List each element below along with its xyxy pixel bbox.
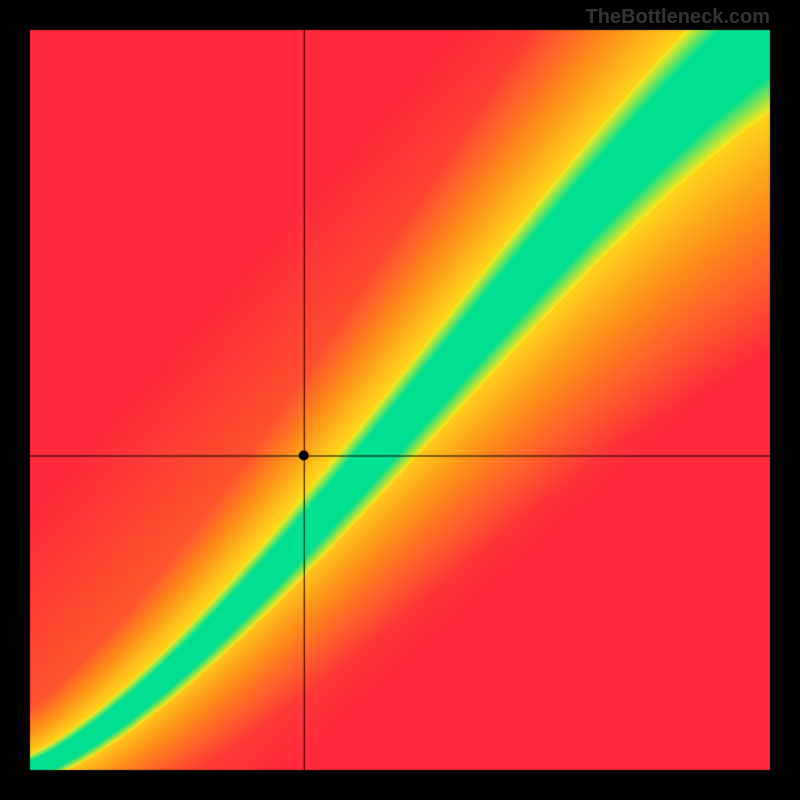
bottleneck-heatmap xyxy=(0,0,800,800)
watermark-text: TheBottleneck.com xyxy=(586,6,770,29)
chart-container: TheBottleneck.com xyxy=(0,0,800,800)
